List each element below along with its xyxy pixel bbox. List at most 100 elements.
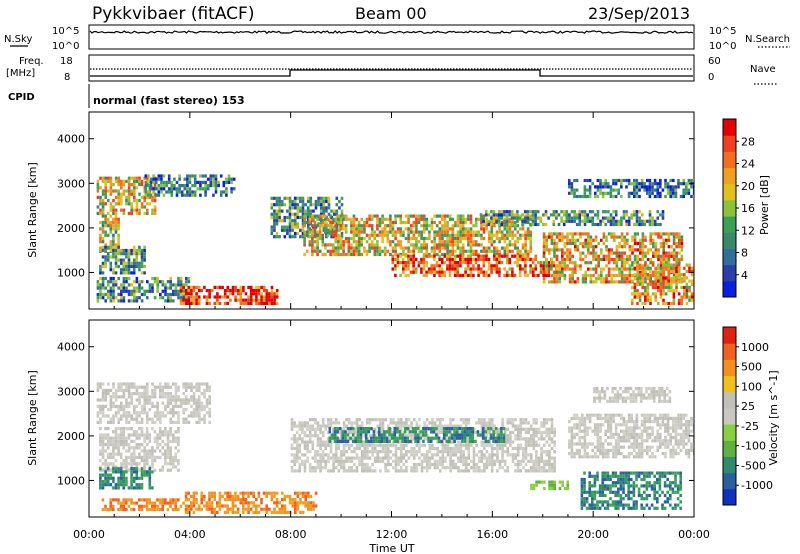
data-cell [664,178,667,183]
data-cell [529,230,533,234]
data-cell [179,298,183,302]
data-cell [472,257,475,261]
data-cell [505,257,509,261]
data-cell [127,504,131,508]
data-cell [319,453,322,457]
data-cell [607,251,611,255]
data-cell [659,264,663,268]
data-cell [656,222,660,227]
data-cell [607,267,611,271]
data-cell [355,424,359,428]
data-cell [438,243,442,247]
data-cell [542,254,546,258]
data-cell [265,295,269,299]
data-cell [423,466,426,470]
data-cell [574,264,577,268]
data-cell [101,292,105,297]
data-cell [132,430,136,434]
data-cell [295,456,299,460]
data-cell [605,257,608,262]
data-cell [345,456,348,460]
data-cell [342,243,345,247]
data-cell [311,469,315,473]
data-cell [149,193,153,197]
data-cell [133,195,136,199]
data-cell [158,468,162,472]
data-cell [524,252,527,257]
data-cell [185,283,188,287]
data-cell [125,436,128,440]
data-cell [516,257,519,261]
data-cell [357,233,361,237]
data-cell [644,269,647,274]
data-cell [294,498,297,502]
data-cell [381,230,384,234]
data-cell [574,280,577,284]
data-cell [371,434,374,438]
data-cell [114,189,118,193]
data-cell [576,277,580,281]
data-cell [690,298,694,302]
data-cell [104,220,107,225]
data-cell [342,421,346,425]
data-cell [101,486,105,490]
data-cell [174,501,177,505]
data-cell [417,220,421,225]
data-cell [641,301,644,306]
data-cell [392,443,395,447]
data-cell [145,470,149,474]
data-cell [373,446,377,451]
data-cell [138,507,141,512]
data-cell [373,214,377,218]
data-cell [119,465,123,469]
data-cell [109,299,113,303]
data-cell [239,301,243,305]
data-cell [648,213,652,217]
data-cell [591,210,595,214]
data-cell [617,188,620,192]
data-cell [200,498,203,502]
data-cell [652,270,655,274]
data-cell [156,411,159,415]
data-cell [555,210,558,214]
data-cell [630,213,634,217]
data-cell [127,276,131,281]
data-cell [575,222,579,227]
data-cell [373,469,377,473]
data-cell [347,243,351,247]
data-cell [140,183,144,187]
data-cell [138,433,141,437]
data-cell [156,289,159,293]
data-cell [148,395,152,399]
data-cell [469,261,473,265]
data-cell [130,498,133,502]
data-cell [600,257,603,262]
data-cell [255,285,258,289]
data-cell [249,292,253,296]
data-cell [334,252,338,257]
data-cell [407,254,410,258]
data-cell [159,388,162,392]
data-cell [104,264,107,269]
data-cell [583,216,587,220]
data-cell [469,254,473,258]
data-cell [127,176,131,180]
data-cell [495,233,499,237]
data-cell [151,455,154,459]
data-cell [628,245,632,249]
data-cell [662,292,665,296]
data-cell [125,470,128,474]
data-cell [576,232,580,236]
data-cell [511,249,514,253]
data-cell [122,473,126,477]
data-cell [112,227,115,231]
data-cell [407,450,411,454]
data-cell [344,240,348,244]
data-cell [360,230,364,234]
data-cell [151,211,154,215]
data-cell [156,455,159,459]
data-cell [648,178,652,183]
data-cell [152,177,155,181]
data-cell [216,510,219,514]
data-cell [584,270,587,274]
